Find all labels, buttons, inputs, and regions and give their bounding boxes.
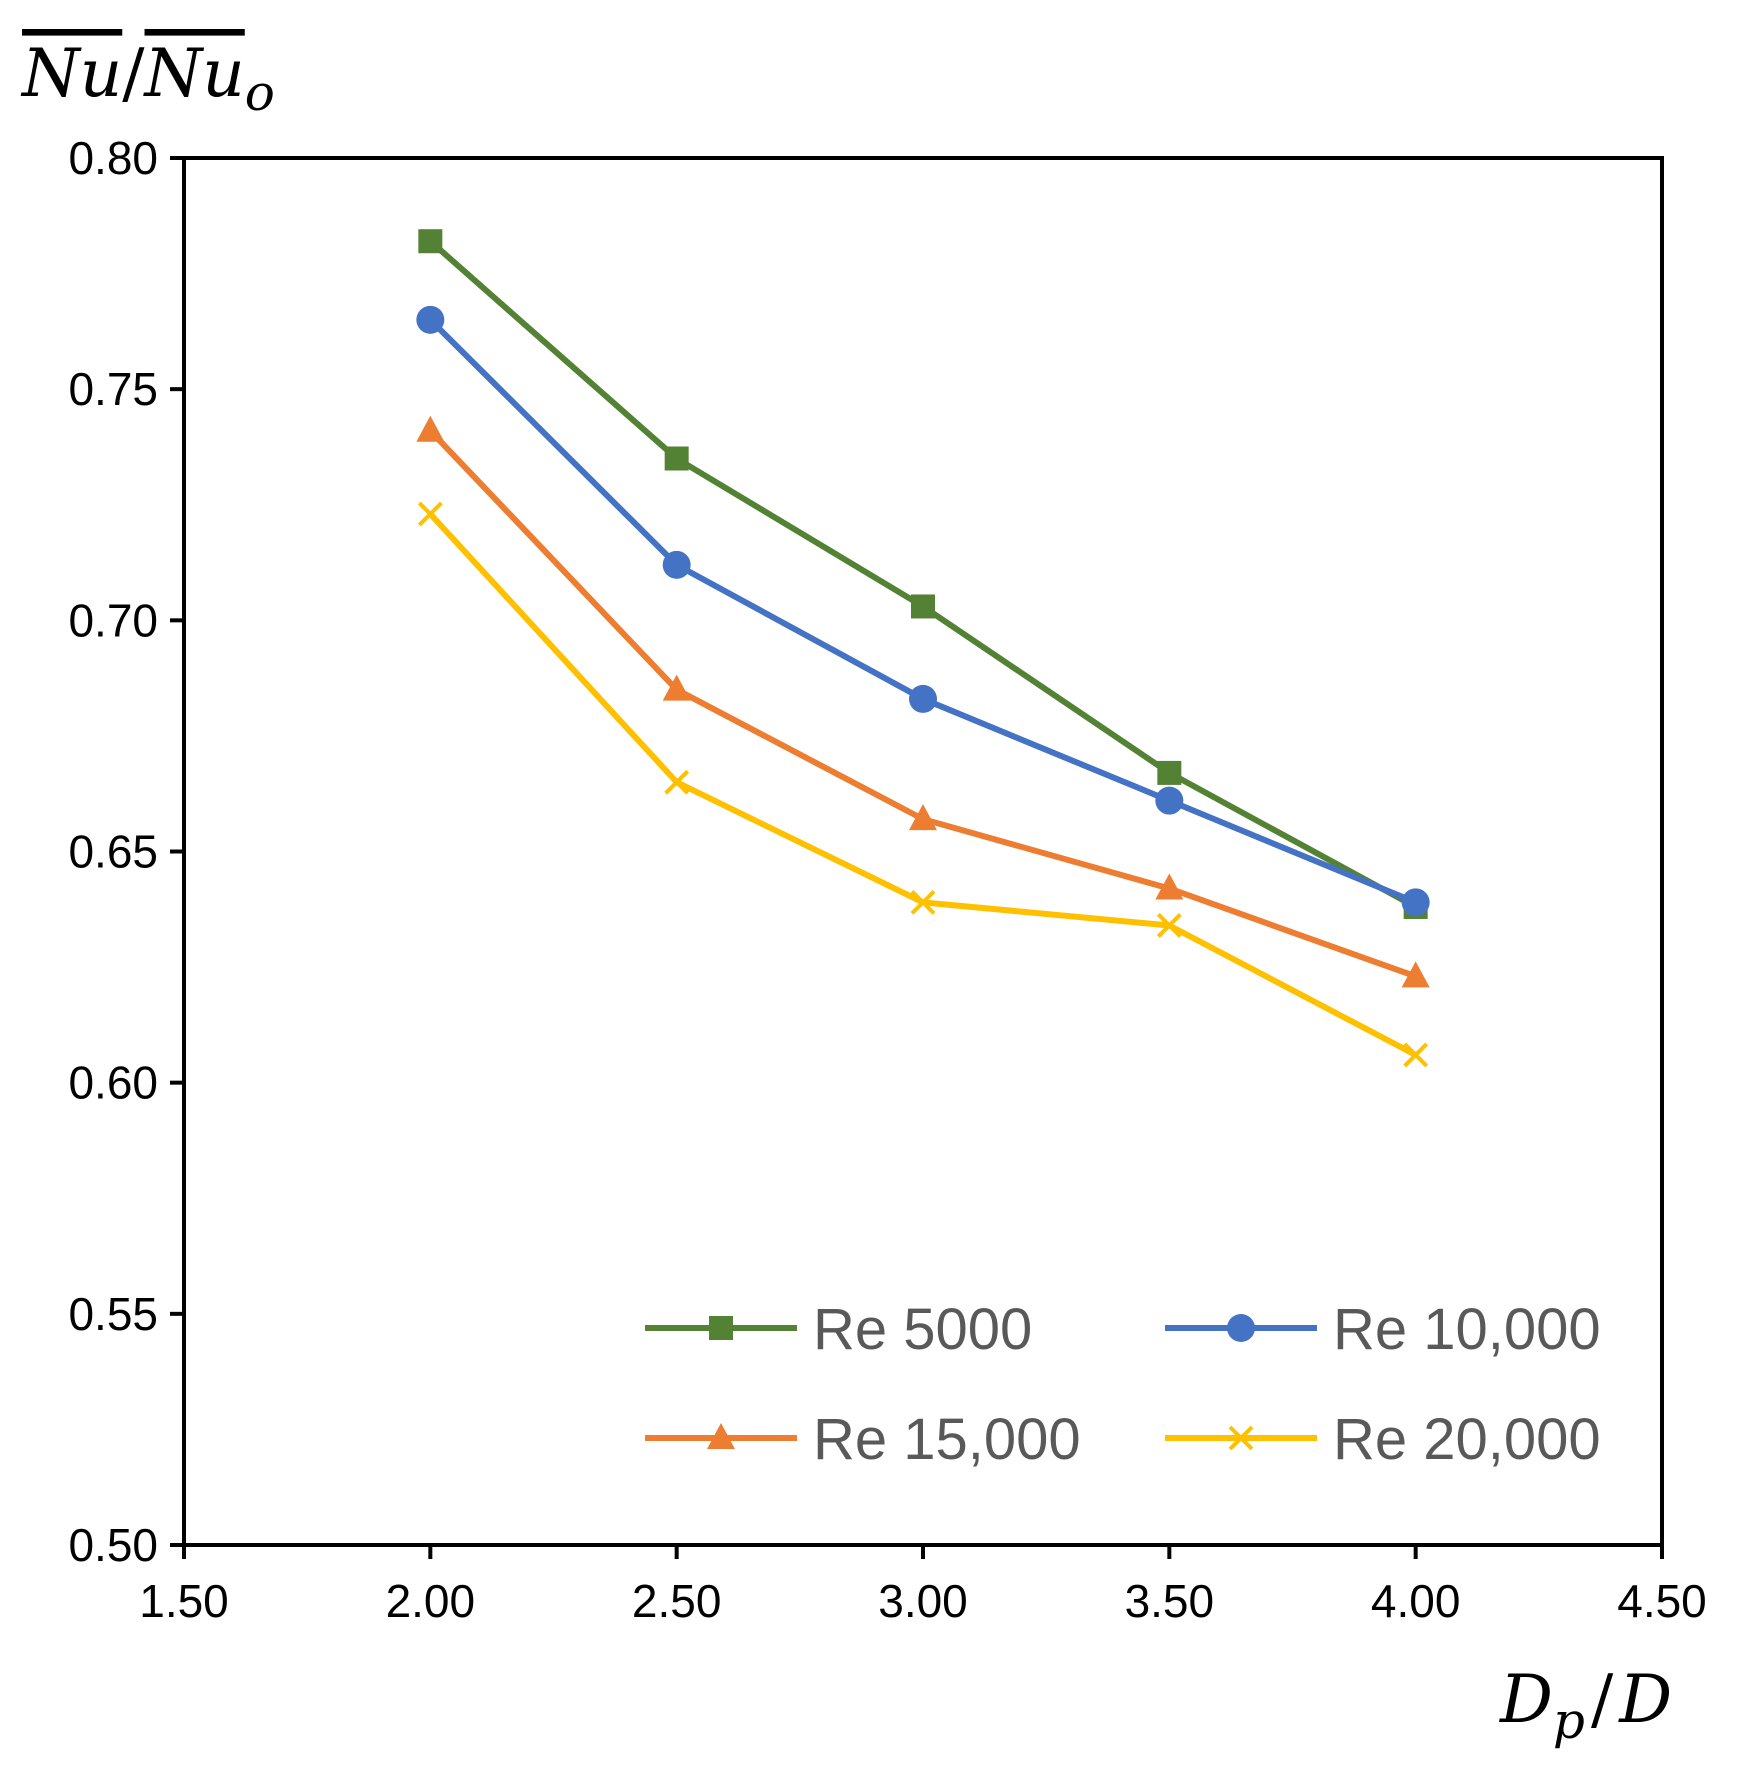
legend: Re 5000 Re 10,000 Re 15,000 Re 20,000 (645, 1297, 1601, 1472)
data-point-3-4 (1403, 1042, 1429, 1068)
y-tick-label: 0.55 (68, 1288, 158, 1340)
series-lines (428, 238, 1418, 1058)
x-tick-label: 3.00 (878, 1575, 968, 1627)
data-point-0-1 (664, 446, 689, 471)
data-point-2-3 (1155, 873, 1184, 900)
legend-swatch-marker (1227, 1314, 1255, 1342)
data-point-2-1 (662, 674, 691, 701)
data-point-2-0 (416, 415, 445, 442)
legend-label: Re 20,000 (1333, 1407, 1601, 1472)
data-point-3-0-stroke (417, 501, 443, 527)
data-point-3-1-stroke (664, 769, 690, 795)
legend-swatch-marker (707, 1423, 735, 1449)
x-axis-title-base: D (1499, 1661, 1553, 1738)
x-axis-title-sub: p (1553, 1692, 1585, 1750)
data-point-3-3 (1156, 913, 1182, 938)
data-point-1-4 (1401, 888, 1430, 917)
data-point-3-3-stroke (1156, 913, 1182, 938)
data-point-0-2 (911, 594, 935, 619)
y-axis-title-base: Nu (20, 35, 122, 112)
data-point-2-4 (1401, 961, 1430, 988)
series-markers (416, 229, 1430, 1068)
data-point-1-1 (662, 550, 691, 579)
data-point-3-0 (417, 501, 443, 527)
legend-label: Re 5000 (813, 1297, 1032, 1362)
data-point-3-4-stroke (1403, 1042, 1429, 1068)
legend-swatch-marker-stroke (1228, 1425, 1254, 1451)
x-axis-title-sep: / (1591, 1661, 1614, 1738)
x-tick-label: 2.50 (632, 1575, 722, 1627)
legend-item-3: Re 20,000 (1165, 1407, 1601, 1472)
x-tick-label: 2.00 (386, 1575, 476, 1627)
data-point-1-3 (1155, 786, 1184, 815)
x-tick-label: 4.00 (1371, 1575, 1461, 1627)
y-tick-label: 0.70 (68, 594, 158, 646)
x-tick-label: 3.50 (1125, 1575, 1215, 1627)
data-point-0-3 (1157, 760, 1182, 785)
y-tick-label: 0.65 (68, 826, 158, 878)
legend-label: Re 15,000 (813, 1407, 1081, 1472)
legend-label: Re 10,000 (1333, 1297, 1601, 1362)
legend-swatch-marker (1228, 1425, 1254, 1451)
data-point-1-2 (909, 684, 937, 713)
x-ticks: 1.50 2.00 2.50 3.00 3.50 4.00 4.50 (139, 1545, 1707, 1627)
x-tick-label: 4.50 (1617, 1575, 1707, 1627)
data-point-3-1 (664, 769, 690, 795)
x-tick-label: 1.50 (139, 1575, 229, 1627)
y-ticks: 0.50 0.55 0.60 0.65 0.70 0.75 0.80 (68, 132, 184, 1571)
y-axis-title: Nu/Nuo (20, 35, 275, 122)
x-axis-title: Dp/D (1499, 1661, 1672, 1750)
legend-item-1: Re 10,000 (1165, 1297, 1601, 1362)
y-tick-label: 0.80 (68, 132, 158, 184)
y-tick-label: 0.75 (68, 363, 158, 415)
data-point-3-2-stroke (910, 889, 936, 915)
legend-item-2: Re 15,000 (645, 1407, 1081, 1472)
y-axis-title-sub: o (245, 64, 275, 122)
legend-swatch-marker (709, 1316, 733, 1340)
y-tick-label: 0.60 (68, 1057, 158, 1109)
x-axis-title-base2: D (1618, 1661, 1672, 1738)
data-point-2-2 (909, 804, 937, 831)
data-point-3-2 (910, 889, 936, 915)
legend-item-0: Re 5000 (645, 1297, 1032, 1362)
y-axis-title-base2: Nu (143, 35, 245, 112)
data-point-1-0 (416, 305, 445, 334)
data-point-0-0 (418, 229, 443, 254)
y-tick-label: 0.50 (68, 1519, 158, 1571)
y-axis-title-sep: / (122, 35, 145, 112)
